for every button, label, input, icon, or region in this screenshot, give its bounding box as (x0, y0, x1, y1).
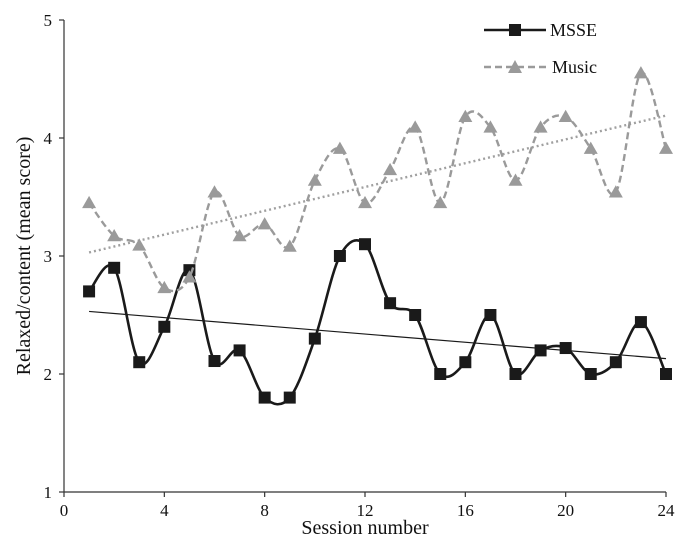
legend-msse-label: MSSE (550, 20, 597, 40)
y-ticks: 1 2 3 4 5 (44, 11, 64, 502)
y-axis-title: Relaxed/content (mean score) (13, 137, 35, 376)
legend-music-label: Music (552, 57, 597, 77)
data-point-music (558, 109, 573, 123)
data-point-msse (233, 344, 246, 357)
data-point-msse (258, 391, 271, 404)
data-point-music (458, 109, 473, 123)
data-point-music (358, 195, 372, 209)
trendline-msse (89, 310, 667, 360)
data-point-msse (384, 297, 397, 310)
data-point-msse (534, 344, 547, 357)
series-line-music (88, 71, 668, 293)
x-tick-label: 20 (557, 501, 574, 520)
axes (63, 20, 666, 493)
y-tick-label: 5 (44, 11, 53, 30)
data-point-msse (359, 238, 371, 251)
data-point-music (182, 270, 197, 283)
data-point-msse (133, 356, 146, 369)
x-tick-label: 0 (60, 501, 69, 520)
x-axis-title: Session number (301, 517, 429, 539)
data-point-msse (559, 342, 572, 355)
data-point-music (383, 162, 398, 176)
data-point-msse (484, 309, 497, 321)
data-point-music (533, 120, 548, 133)
data-point-msse (208, 355, 221, 368)
y-tick-label: 4 (44, 129, 53, 148)
data-point-msse (434, 368, 447, 380)
trendline-music (88, 114, 667, 254)
data-point-msse (308, 332, 321, 345)
data-point-music (433, 195, 448, 209)
data-point-music (282, 239, 297, 252)
data-point-msse (609, 356, 622, 369)
data-point-msse (333, 250, 346, 262)
legend: MSSE Music (484, 20, 597, 77)
x-tick-label: 4 (160, 501, 169, 520)
data-point-msse (459, 356, 472, 369)
data-point-music (608, 185, 623, 198)
x-tick-label: 24 (658, 501, 676, 520)
x-tick-label: 16 (457, 501, 474, 520)
data-point-music (408, 120, 423, 133)
data-point-msse (584, 368, 597, 380)
y-tick-label: 2 (44, 365, 53, 384)
data-point-music (107, 228, 122, 242)
y-tick-label: 3 (44, 247, 53, 266)
data-point-music (132, 238, 147, 251)
x-ticks: 0 4 8 12 16 20 24 (60, 492, 675, 520)
data-point-msse (158, 320, 171, 333)
data-point-msse (83, 285, 96, 298)
data-point-music (508, 173, 523, 186)
data-point-music (659, 141, 673, 154)
y-tick-label: 1 (44, 483, 53, 502)
data-point-msse (509, 368, 522, 380)
legend-msse-marker (509, 24, 521, 36)
data-point-music (207, 185, 222, 198)
legend-entry-music: Music (484, 57, 597, 77)
data-point-music (157, 280, 172, 294)
series-line-msse (88, 239, 668, 406)
data-point-music (232, 228, 247, 242)
data-point-music (82, 195, 97, 209)
x-tick-label: 8 (260, 501, 269, 520)
x-tick-label: 12 (357, 501, 374, 520)
data-point-msse (660, 368, 672, 380)
series-layer (82, 66, 673, 406)
data-point-music (483, 120, 498, 133)
data-point-music (257, 217, 272, 230)
data-point-msse (634, 316, 647, 329)
trendlines (88, 114, 667, 360)
data-point-msse (283, 391, 296, 404)
data-point-msse (409, 309, 422, 321)
data-point-music (307, 173, 322, 186)
legend-entry-msse: MSSE (484, 20, 597, 40)
data-point-music (583, 141, 598, 154)
legend-music-marker (508, 60, 522, 73)
data-point-music (633, 66, 648, 79)
data-point-msse (108, 261, 121, 274)
data-point-music (332, 141, 347, 154)
